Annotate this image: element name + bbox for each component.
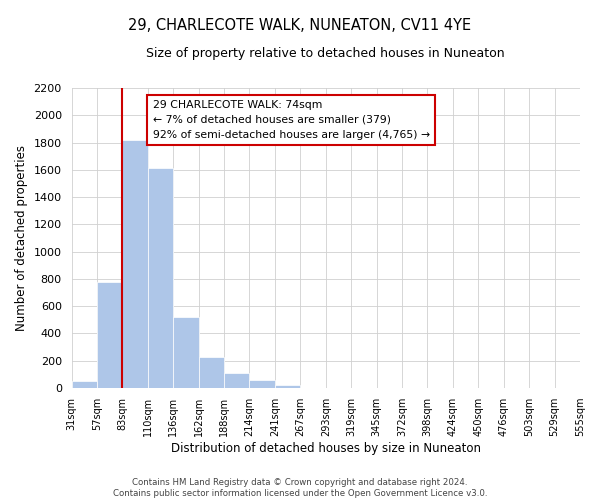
Bar <box>97 282 122 388</box>
X-axis label: Distribution of detached houses by size in Nuneaton: Distribution of detached houses by size … <box>171 442 481 455</box>
Bar <box>122 140 148 388</box>
Title: Size of property relative to detached houses in Nuneaton: Size of property relative to detached ho… <box>146 48 505 60</box>
Y-axis label: Number of detached properties: Number of detached properties <box>15 145 28 331</box>
Bar <box>250 380 275 388</box>
Text: Contains HM Land Registry data © Crown copyright and database right 2024.
Contai: Contains HM Land Registry data © Crown c… <box>113 478 487 498</box>
Bar <box>224 373 250 388</box>
Bar <box>173 317 199 388</box>
Text: 29 CHARLECOTE WALK: 74sqm
← 7% of detached houses are smaller (379)
92% of semi-: 29 CHARLECOTE WALK: 74sqm ← 7% of detach… <box>153 100 430 140</box>
Bar <box>148 168 173 388</box>
Bar <box>71 381 97 388</box>
Bar <box>199 356 224 388</box>
Text: 29, CHARLECOTE WALK, NUNEATON, CV11 4YE: 29, CHARLECOTE WALK, NUNEATON, CV11 4YE <box>128 18 472 32</box>
Bar <box>275 384 301 388</box>
